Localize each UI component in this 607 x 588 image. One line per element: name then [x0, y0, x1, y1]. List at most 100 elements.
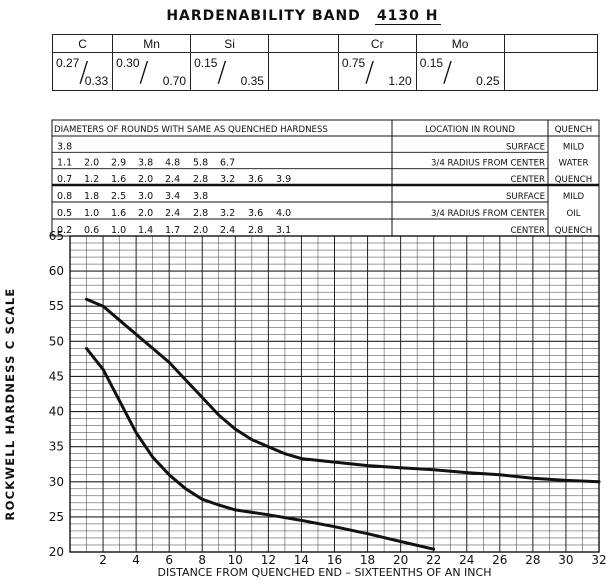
steel-grade: 4130 H — [374, 8, 441, 25]
round-diameter-value: 2.0 — [193, 225, 208, 236]
range-high: 0.33 — [84, 74, 109, 88]
round-diameter-value: 3.9 — [276, 174, 291, 185]
round-diameter-value: 2.8 — [248, 225, 263, 236]
y-tick-label: 40 — [49, 405, 64, 419]
range-high: 1.20 — [388, 74, 412, 88]
plot-frame — [69, 235, 600, 553]
round-diameter-value: 0.7 — [57, 174, 72, 185]
round-diameter-value: 2.9 — [111, 158, 126, 169]
round-diameter-value: 2.0 — [138, 174, 153, 185]
chart-title: HARDENABILITY BAND 4130 H — [0, 8, 607, 25]
range-slash: / — [217, 55, 227, 88]
x-tick-label: 28 — [525, 553, 540, 567]
range-low: 0.15 — [419, 56, 444, 70]
round-diameter-value: 0.8 — [57, 191, 72, 202]
location-header-label: LOCATION IN ROUND — [425, 125, 515, 135]
range-low: 0.75 — [341, 56, 366, 70]
x-tick-label: 6 — [165, 553, 173, 567]
element-range-mo: 0.15/ 0.25 — [415, 52, 505, 91]
x-tick-label: 20 — [393, 553, 408, 567]
range-high: 0.70 — [162, 74, 187, 88]
y-tick-label: 30 — [49, 475, 64, 489]
round-diameter-value: 0.2 — [57, 225, 72, 236]
x-tick-label: 14 — [294, 553, 309, 567]
quench-label: QUENCH — [555, 226, 592, 236]
quench-header-label: QUENCH — [555, 125, 592, 135]
quench-label: OIL — [566, 209, 580, 219]
y-axis-label: ROCKWELL HARDNESS C SCALE — [3, 288, 17, 521]
x-tick-label: 22 — [426, 553, 441, 567]
round-diameter-value: 1.4 — [138, 225, 153, 236]
round-diameter-value: 4.8 — [165, 158, 180, 169]
round-diameter-value: 1.1 — [57, 158, 72, 169]
range-low: 0.27 — [56, 56, 80, 70]
round-diameter-value: 0.5 — [57, 208, 72, 219]
y-tick-label: 60 — [49, 264, 64, 278]
x-tick-label: 12 — [261, 553, 276, 567]
round-diameter-value: 2.8 — [193, 174, 208, 185]
round-diameter-value: 3.0 — [138, 191, 153, 202]
round-diameter-value: 2.4 — [165, 208, 180, 219]
round-diameter-value: 1.0 — [84, 208, 99, 219]
x-tick-label: 32 — [591, 553, 606, 567]
element-range-mn: 0.30/ 0.70 — [112, 52, 192, 91]
round-diameter-value: 3.8 — [193, 191, 208, 202]
x-tick-label: 26 — [492, 553, 507, 567]
round-diameter-value: 2.8 — [193, 208, 208, 219]
x-tick-label: 16 — [327, 553, 342, 567]
range-low: 0.30 — [116, 56, 140, 70]
range-slash: / — [364, 55, 375, 88]
round-diameter-value: 3.4 — [165, 191, 180, 202]
element-range-blank-6 — [503, 52, 599, 91]
round-location-label: 3/4 RADIUS FROM CENTER — [431, 159, 545, 169]
round-diameter-value: 2.5 — [111, 191, 126, 202]
max-hardness-curve — [85, 297, 601, 484]
y-tick-label: 35 — [49, 440, 64, 454]
x-tick-label: 24 — [459, 553, 474, 567]
round-diameter-value: 2.4 — [165, 174, 180, 185]
quench-label: MILD — [563, 192, 585, 202]
x-axis-label: DISTANCE FROM QUENCHED END – SIXTEENTHS … — [157, 566, 491, 579]
range-slash: / — [442, 55, 453, 88]
round-diameter-value: 2.0 — [84, 158, 99, 169]
y-tick-label: 65 — [49, 229, 64, 243]
round-location-label: CENTER — [510, 226, 545, 236]
round-location-label: CENTER — [510, 175, 545, 185]
round-diameter-value: 1.6 — [111, 208, 126, 219]
rounds-header-label: DIAMETERS OF ROUNDS WITH SAME AS QUENCHE… — [54, 125, 328, 135]
element-range-blank-3 — [267, 52, 339, 91]
x-tick-label: 18 — [360, 553, 375, 567]
round-location-label: SURFACE — [506, 142, 545, 152]
y-tick-label: 50 — [49, 334, 64, 348]
composition-table: C Mn Si Cr Mo 0.27/0.33 0.30/0.70 0.15/0.35 0.7… — [51, 34, 599, 91]
range-slash: / — [79, 55, 89, 88]
x-tick-label: 10 — [228, 553, 243, 567]
element-range-cr: 0.75/ 1.20 — [337, 52, 417, 91]
quench-label: MILD — [563, 142, 585, 152]
y-tick-label: 20 — [49, 545, 64, 559]
quench-label: WATER — [559, 159, 589, 169]
round-diameter-value: 3.8 — [138, 158, 153, 169]
round-diameter-value: 3.6 — [248, 208, 263, 219]
quench-label: QUENCH — [555, 175, 592, 185]
element-range-si: 0.15/ 0.35 — [190, 52, 269, 91]
title-text: HARDENABILITY BAND — [166, 8, 361, 24]
x-tick-label: 2 — [99, 553, 107, 567]
range-high: 0.25 — [476, 74, 500, 88]
round-diameter-value: 0.6 — [84, 225, 99, 236]
round-location-label: SURFACE — [506, 192, 545, 202]
round-diameter-value: 3.8 — [57, 141, 72, 152]
y-tick-label: 55 — [49, 299, 64, 313]
range-high: 0.35 — [240, 74, 264, 88]
round-diameter-value: 3.2 — [220, 174, 235, 185]
x-tick-label: 8 — [198, 553, 206, 567]
round-diameter-value: 3.2 — [220, 208, 235, 219]
element-range-c: 0.27/0.33 — [51, 52, 114, 91]
round-diameter-value: 6.7 — [220, 158, 235, 169]
round-diameter-value: 2.4 — [220, 225, 235, 236]
range-low: 0.15 — [194, 56, 218, 70]
x-tick-label: 30 — [558, 553, 573, 567]
round-diameter-value: 3.1 — [276, 225, 291, 236]
